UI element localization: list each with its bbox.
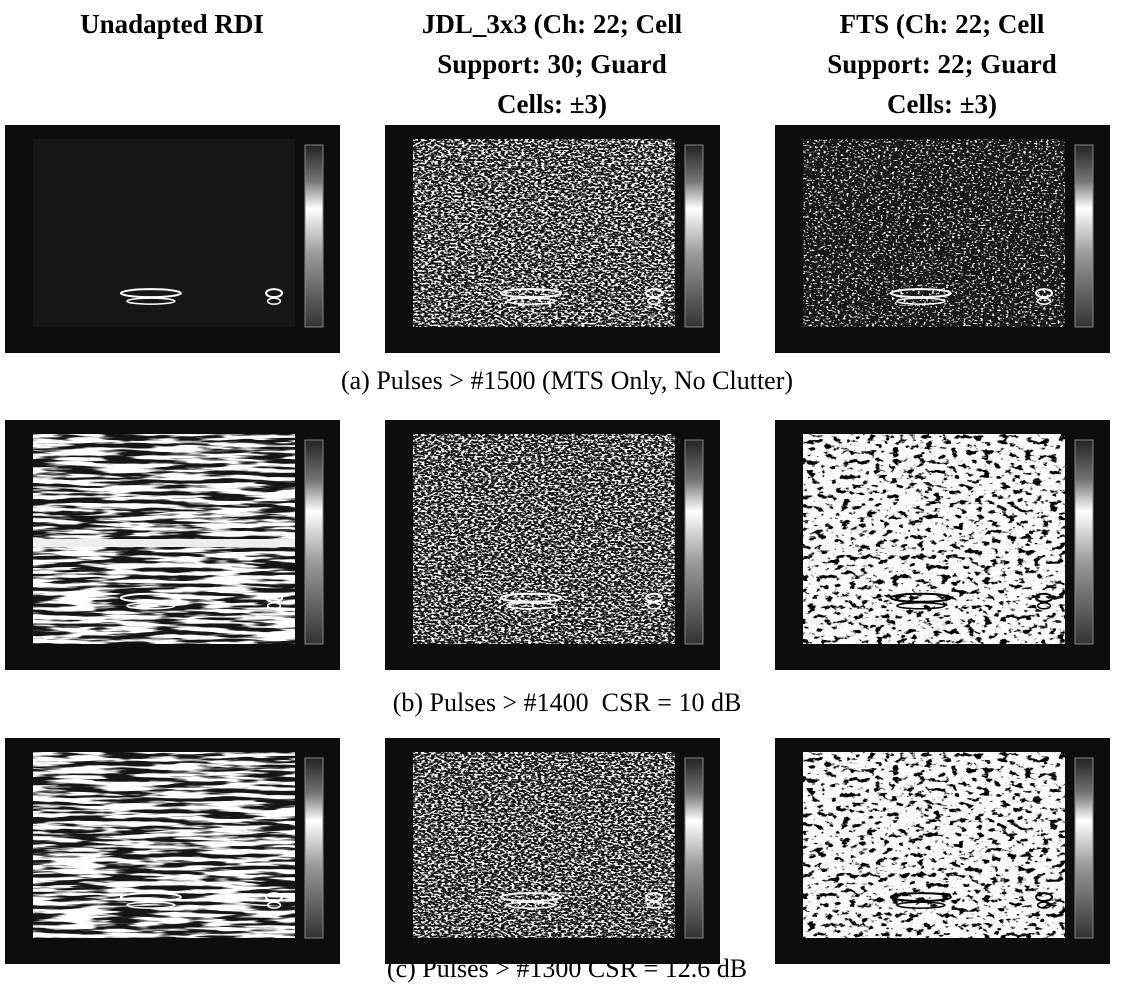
column-header: FTS (Ch: 22; Cell Support: 22; Guard Cells… [762, 4, 1122, 124]
target [645, 892, 664, 903]
target [896, 901, 946, 909]
target [266, 602, 282, 610]
target [126, 602, 176, 610]
target [119, 592, 182, 603]
colorbar [304, 757, 324, 939]
target [645, 288, 664, 299]
header-line: Support: 30; Guard [437, 49, 667, 79]
noise [803, 434, 1065, 644]
header-line: FTS (Ch: 22; Cell [839, 9, 1045, 39]
target [1036, 297, 1052, 305]
row-caption: (a) Pulses > #1500 (MTS Only, No Clutter… [340, 366, 794, 395]
target [119, 892, 182, 903]
column-header: Unadapted RDI [0, 4, 352, 44]
target [1035, 288, 1054, 299]
plot-area [33, 139, 295, 327]
target [1036, 602, 1052, 610]
target [266, 297, 282, 305]
target [499, 592, 562, 603]
colorbar [1074, 439, 1094, 645]
colorbar [684, 439, 704, 645]
colorbar [684, 144, 704, 328]
colorbar [1074, 757, 1094, 939]
colorbar [304, 144, 324, 328]
target [265, 288, 284, 299]
target [126, 901, 176, 909]
column-header: JDL_3x3 (Ch: 22; Cell Support: 30; Guard C… [372, 4, 732, 124]
target [265, 892, 284, 903]
header-line: Unadapted RDI [80, 9, 264, 39]
header-line: Support: 22; Guard [827, 49, 1057, 79]
clutter-band [33, 539, 295, 547]
row-caption: (b) Pulses > #1400 CSR = 10 dB [392, 688, 742, 717]
target [645, 592, 664, 603]
target [119, 288, 182, 299]
noise [803, 139, 1065, 327]
colorbar [1074, 144, 1094, 328]
colorbar [684, 757, 704, 939]
noise [33, 752, 295, 938]
image-panel [5, 738, 340, 964]
target [506, 901, 556, 909]
target [1035, 592, 1054, 603]
target [646, 602, 662, 610]
target [265, 592, 284, 603]
target [266, 901, 282, 909]
image-panel [775, 125, 1110, 353]
header-line: JDL_3x3 (Ch: 22; Cell [421, 9, 683, 39]
target [506, 602, 556, 610]
image-panel [775, 420, 1110, 670]
target [1035, 892, 1054, 903]
target [1036, 901, 1052, 909]
target [889, 592, 952, 603]
image-panel [385, 125, 720, 353]
noise [413, 752, 675, 938]
target [896, 297, 946, 305]
target [499, 892, 562, 903]
target [889, 892, 952, 903]
target [646, 901, 662, 909]
image-panel [775, 738, 1110, 964]
noise [803, 752, 1065, 938]
target [889, 288, 952, 299]
target [646, 297, 662, 305]
noise [413, 139, 675, 327]
image-panel [385, 738, 720, 964]
header-line: Cells: ±3) [886, 89, 998, 119]
colorbar [304, 439, 324, 645]
noise [413, 434, 675, 644]
target [896, 602, 946, 610]
header-line: Cells: ±3) [496, 89, 608, 119]
image-panel [5, 420, 340, 670]
image-panel [5, 125, 340, 353]
image-panel [385, 420, 720, 670]
target [126, 297, 176, 305]
target [506, 297, 556, 305]
target [499, 288, 562, 299]
